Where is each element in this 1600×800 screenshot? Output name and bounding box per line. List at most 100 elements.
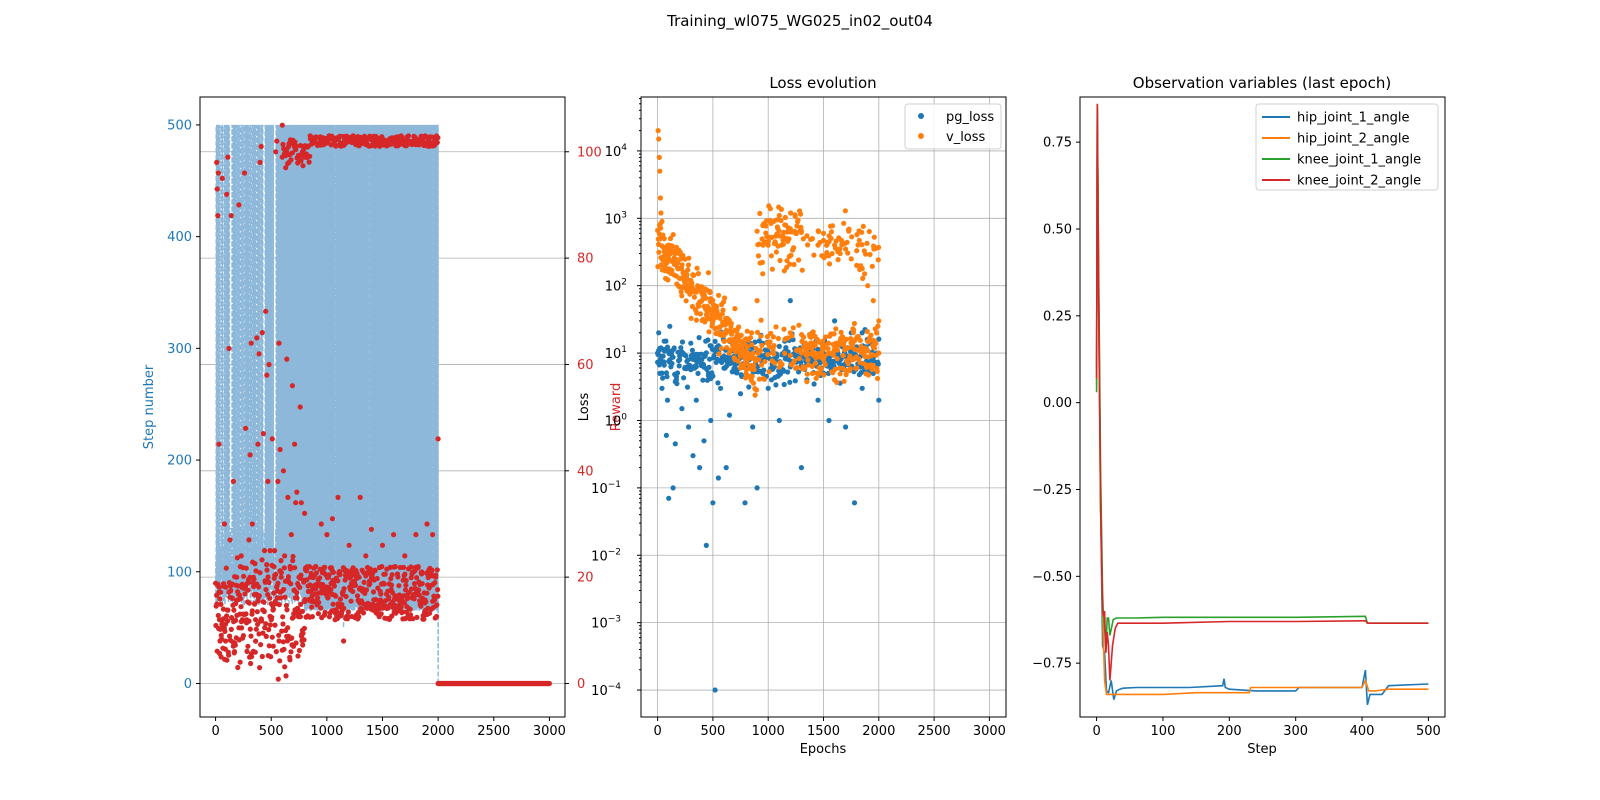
reward-point bbox=[341, 638, 347, 644]
reward-point bbox=[243, 611, 249, 617]
v-loss-point bbox=[758, 317, 764, 323]
reward-point bbox=[226, 345, 232, 352]
v-loss-point bbox=[843, 372, 849, 378]
reward-point bbox=[416, 587, 422, 593]
reward-point bbox=[227, 633, 233, 639]
v-loss-point bbox=[830, 352, 837, 358]
p1-xtick-label: 2000 bbox=[422, 724, 455, 739]
reward-point bbox=[239, 617, 245, 623]
reward-point bbox=[379, 564, 385, 570]
v-loss-point bbox=[670, 232, 676, 238]
p1-ytick-right-label: 60 bbox=[577, 358, 594, 373]
p2-xtick-label: 0 bbox=[653, 724, 661, 739]
reward-point bbox=[235, 583, 241, 589]
reward-point bbox=[278, 595, 284, 601]
p2-legend-box bbox=[904, 103, 1002, 150]
v-loss-point bbox=[867, 251, 873, 258]
pg-loss-point bbox=[723, 465, 729, 471]
v-loss-point bbox=[871, 234, 877, 240]
p3-legend-box bbox=[1255, 103, 1439, 191]
v-loss-point bbox=[765, 352, 771, 358]
reward-point bbox=[378, 591, 384, 597]
reward-point bbox=[285, 494, 291, 500]
pg-loss-point bbox=[655, 350, 661, 356]
reward-point bbox=[299, 627, 305, 633]
v-loss-point bbox=[787, 352, 793, 359]
v-loss-point bbox=[859, 229, 865, 235]
reward-point bbox=[546, 680, 553, 687]
v-loss-point bbox=[749, 373, 755, 379]
reward-point bbox=[416, 592, 422, 598]
v-loss-point bbox=[870, 298, 876, 304]
reward-point bbox=[216, 441, 222, 447]
reward-point bbox=[292, 565, 298, 571]
v-loss-point bbox=[737, 365, 744, 371]
panel-observation-variables: Observation variables (last epoch) 0 100 2… bbox=[1032, 74, 1446, 757]
reward-point bbox=[247, 626, 253, 632]
v-loss-point bbox=[756, 376, 763, 382]
v-loss-point bbox=[866, 372, 872, 378]
v-loss-point bbox=[820, 237, 827, 244]
reward-point bbox=[269, 614, 275, 620]
reward-point bbox=[244, 648, 250, 655]
v-loss-point bbox=[847, 366, 854, 372]
pg-loss-point bbox=[811, 381, 817, 387]
v-loss-point bbox=[821, 372, 827, 378]
v-loss-point bbox=[759, 259, 766, 265]
panel-steps-reward: 0 500 1000 1500 2000 2500 3000 010020030040050… bbox=[142, 96, 624, 739]
v-loss-point bbox=[695, 271, 702, 277]
p2-ytick-label: 104 bbox=[605, 143, 628, 160]
v-loss-point bbox=[791, 245, 797, 251]
reward-point bbox=[265, 478, 271, 484]
v-loss-point bbox=[868, 332, 874, 338]
reward-point bbox=[215, 213, 221, 219]
pg-loss-point bbox=[696, 335, 702, 341]
reward-point bbox=[342, 577, 348, 583]
reward-point bbox=[246, 600, 252, 606]
reward-point bbox=[300, 642, 306, 648]
reward-point bbox=[264, 372, 270, 378]
pg-loss-point bbox=[771, 364, 777, 370]
reward-point bbox=[290, 558, 296, 564]
reward-point bbox=[245, 643, 251, 649]
v-loss-point bbox=[820, 346, 826, 352]
p1-ytick-right-label: 100 bbox=[577, 145, 602, 160]
v-loss-point bbox=[752, 392, 758, 398]
v-loss-point bbox=[772, 360, 778, 366]
reward-point bbox=[261, 599, 267, 605]
p3-xtick-label: 200 bbox=[1217, 724, 1242, 739]
v-loss-point bbox=[750, 380, 757, 386]
v-loss-point bbox=[663, 250, 670, 257]
reward-point bbox=[267, 595, 273, 601]
v-loss-point bbox=[716, 292, 722, 298]
reward-point bbox=[229, 595, 235, 602]
v-loss-point bbox=[864, 240, 870, 246]
reward-point bbox=[296, 647, 302, 654]
reward-point bbox=[407, 606, 413, 612]
p1-ytick-label: 400 bbox=[167, 230, 192, 245]
v-loss-point bbox=[843, 336, 850, 342]
reward-point bbox=[335, 494, 341, 500]
pg-loss-point bbox=[776, 343, 782, 349]
reward-point bbox=[389, 572, 395, 578]
p2-legend: pg_loss v_loss bbox=[904, 103, 1002, 150]
reward-point bbox=[350, 588, 356, 595]
reward-point bbox=[224, 657, 230, 663]
pg-loss-point bbox=[670, 485, 676, 491]
pg-loss-point bbox=[685, 357, 691, 363]
reward-point bbox=[273, 649, 279, 655]
reward-point bbox=[435, 593, 441, 599]
p3-ytick-label: −0.25 bbox=[1032, 483, 1072, 498]
v-loss-point bbox=[840, 353, 846, 359]
reward-point bbox=[267, 548, 273, 554]
pg-loss-point bbox=[703, 350, 709, 356]
v-loss-point bbox=[688, 315, 694, 321]
reward-point bbox=[231, 649, 238, 655]
reward-point bbox=[288, 581, 294, 587]
pg-loss-point bbox=[798, 465, 805, 471]
reward-point bbox=[411, 596, 417, 602]
reward-point bbox=[367, 581, 373, 587]
reward-point bbox=[278, 570, 284, 576]
reward-point bbox=[374, 575, 380, 582]
